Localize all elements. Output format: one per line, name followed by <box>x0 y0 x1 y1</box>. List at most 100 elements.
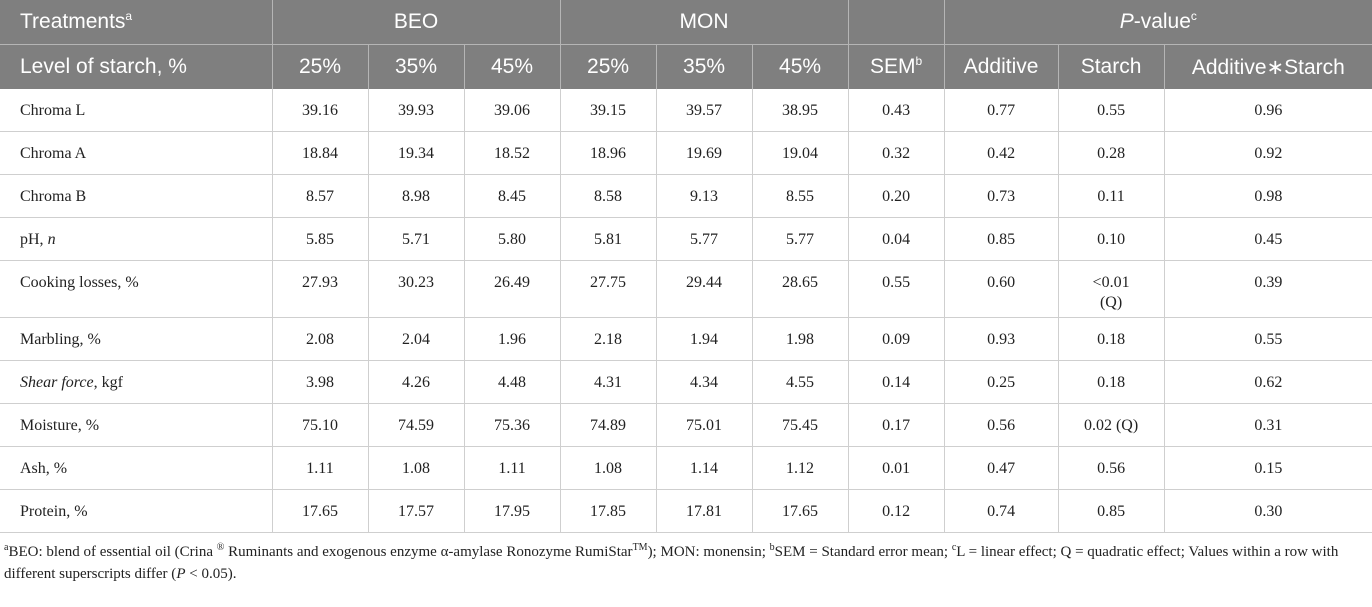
table-cell: 75.01 <box>655 403 753 447</box>
table-cell: 39.57 <box>655 89 753 132</box>
table-cell: 17.85 <box>559 489 657 533</box>
table-cell: 0.93 <box>943 317 1059 361</box>
table-cell: 39.15 <box>559 89 657 132</box>
table-cell: 5.85 <box>271 217 369 261</box>
table-cell: 18.84 <box>271 131 369 175</box>
table-row: Marbling, % 2.08 2.04 1.96 2.18 1.94 1.9… <box>0 317 1372 361</box>
table-row: Shear force, kgf 3.98 4.26 4.48 4.31 4.3… <box>0 360 1372 404</box>
table-cell: 0.18 <box>1057 360 1165 404</box>
interaction-header: Additive∗Starch <box>1163 44 1372 89</box>
table-cell: 0.28 <box>1057 131 1165 175</box>
table-cell: 17.65 <box>271 489 369 533</box>
table-cell: 2.08 <box>271 317 369 361</box>
level-col-header: 25% <box>559 44 657 89</box>
table-cell: 0.12 <box>847 489 945 533</box>
table-cell: 8.55 <box>751 174 849 218</box>
table-cell: 28.65 <box>751 260 849 318</box>
table-cell: 1.11 <box>463 446 561 490</box>
table-cell: 5.77 <box>751 217 849 261</box>
table-cell: 4.55 <box>751 360 849 404</box>
table-cell: 0.25 <box>943 360 1059 404</box>
table-cell: 0.31 <box>1163 403 1372 447</box>
table-row: Chroma A 18.84 19.34 18.52 18.96 19.69 1… <box>0 131 1372 175</box>
table-cell: 0.92 <box>1163 131 1372 175</box>
level-col-header: 45% <box>463 44 561 89</box>
table-cell: 9.13 <box>655 174 753 218</box>
table-cell: 0.01 <box>847 446 945 490</box>
table-cell: 1.96 <box>463 317 561 361</box>
table-cell: 0.98 <box>1163 174 1372 218</box>
table-cell: 0.55 <box>847 260 945 318</box>
table-cell: 27.75 <box>559 260 657 318</box>
table-cell: 0.74 <box>943 489 1059 533</box>
table-cell: 1.98 <box>751 317 849 361</box>
table-cell: 0.55 <box>1057 89 1165 132</box>
table-cell: 1.08 <box>367 446 465 490</box>
table-cell: 26.49 <box>463 260 561 318</box>
row-label: pH, n <box>0 217 273 261</box>
table-cell: 18.96 <box>559 131 657 175</box>
level-col-header: 35% <box>367 44 464 89</box>
table-row: pH, n 5.85 5.71 5.80 5.81 5.77 5.77 0.04… <box>0 217 1372 261</box>
table-cell: 2.18 <box>559 317 657 361</box>
table-cell: 3.98 <box>271 360 369 404</box>
table-cell: 0.56 <box>943 403 1059 447</box>
table-cell: 0.42 <box>943 131 1059 175</box>
table-row: Chroma L 39.16 39.93 39.06 39.15 39.57 3… <box>0 89 1372 132</box>
table-cell: 5.71 <box>367 217 465 261</box>
table-cell: 0.04 <box>847 217 945 261</box>
starch-header: Starch <box>1057 44 1165 89</box>
pvalue-header: P-valuec <box>943 0 1372 45</box>
treatments-header: Treatmentsa <box>0 0 272 45</box>
row-label: Marbling, % <box>0 317 273 361</box>
row-label: Protein, % <box>0 489 273 533</box>
level-col-header: 45% <box>751 44 849 89</box>
table-cell: 8.57 <box>271 174 369 218</box>
table-cell: 2.04 <box>367 317 465 361</box>
table-cell: 0.43 <box>847 89 945 132</box>
table-cell: 1.08 <box>559 446 657 490</box>
table-cell: 4.31 <box>559 360 657 404</box>
row-label: Shear force, kgf <box>0 360 273 404</box>
table-cell: 38.95 <box>751 89 849 132</box>
header-row-1: Treatmentsa BEO MON P-valuec <box>0 0 1372 45</box>
table-cell: 5.80 <box>463 217 561 261</box>
table-cell: 39.93 <box>367 89 465 132</box>
table-cell: 8.58 <box>559 174 657 218</box>
table-cell: 0.39 <box>1163 260 1372 318</box>
table-row: Cooking losses, % 27.93 30.23 26.49 27.7… <box>0 260 1372 318</box>
table-cell: <0.01 (Q) <box>1057 260 1165 318</box>
table-cell: 75.45 <box>751 403 849 447</box>
table-cell: 0.73 <box>943 174 1059 218</box>
table-cell: 0.14 <box>847 360 945 404</box>
table-cell: 1.11 <box>271 446 369 490</box>
table-cell: 27.93 <box>271 260 369 318</box>
table-cell: 39.16 <box>271 89 369 132</box>
table-cell: 19.04 <box>751 131 849 175</box>
table-cell: 1.12 <box>751 446 849 490</box>
table-cell: 74.59 <box>367 403 465 447</box>
row-label: Moisture, % <box>0 403 273 447</box>
mon-header: MON <box>559 0 849 45</box>
row-label: Chroma L <box>0 89 273 132</box>
table-cell: 0.18 <box>1057 317 1165 361</box>
table-cell: 0.47 <box>943 446 1059 490</box>
table-cell: 18.52 <box>463 131 561 175</box>
table-cell: 0.09 <box>847 317 945 361</box>
row-label: Ash, % <box>0 446 273 490</box>
table-row: Ash, % 1.11 1.08 1.11 1.08 1.14 1.12 0.0… <box>0 446 1372 490</box>
table-cell: 17.57 <box>367 489 465 533</box>
table-cell: 0.45 <box>1163 217 1372 261</box>
table-row: Moisture, % 75.10 74.59 75.36 74.89 75.0… <box>0 403 1372 447</box>
table-cell: 75.36 <box>463 403 561 447</box>
table-cell: 29.44 <box>655 260 753 318</box>
table-cell: 1.14 <box>655 446 753 490</box>
table-cell: 17.81 <box>655 489 753 533</box>
additive-header: Additive <box>943 44 1059 89</box>
results-table: Treatmentsa BEO MON P-valuec Level of st… <box>0 0 1372 533</box>
header-row-2: Level of starch, % 25% 35% 45% 25% 35% 4… <box>0 44 1372 89</box>
table-cell: 30.23 <box>367 260 465 318</box>
table-cell: 17.65 <box>751 489 849 533</box>
table-cell: 39.06 <box>463 89 561 132</box>
level-header: Level of starch, % <box>20 55 187 78</box>
